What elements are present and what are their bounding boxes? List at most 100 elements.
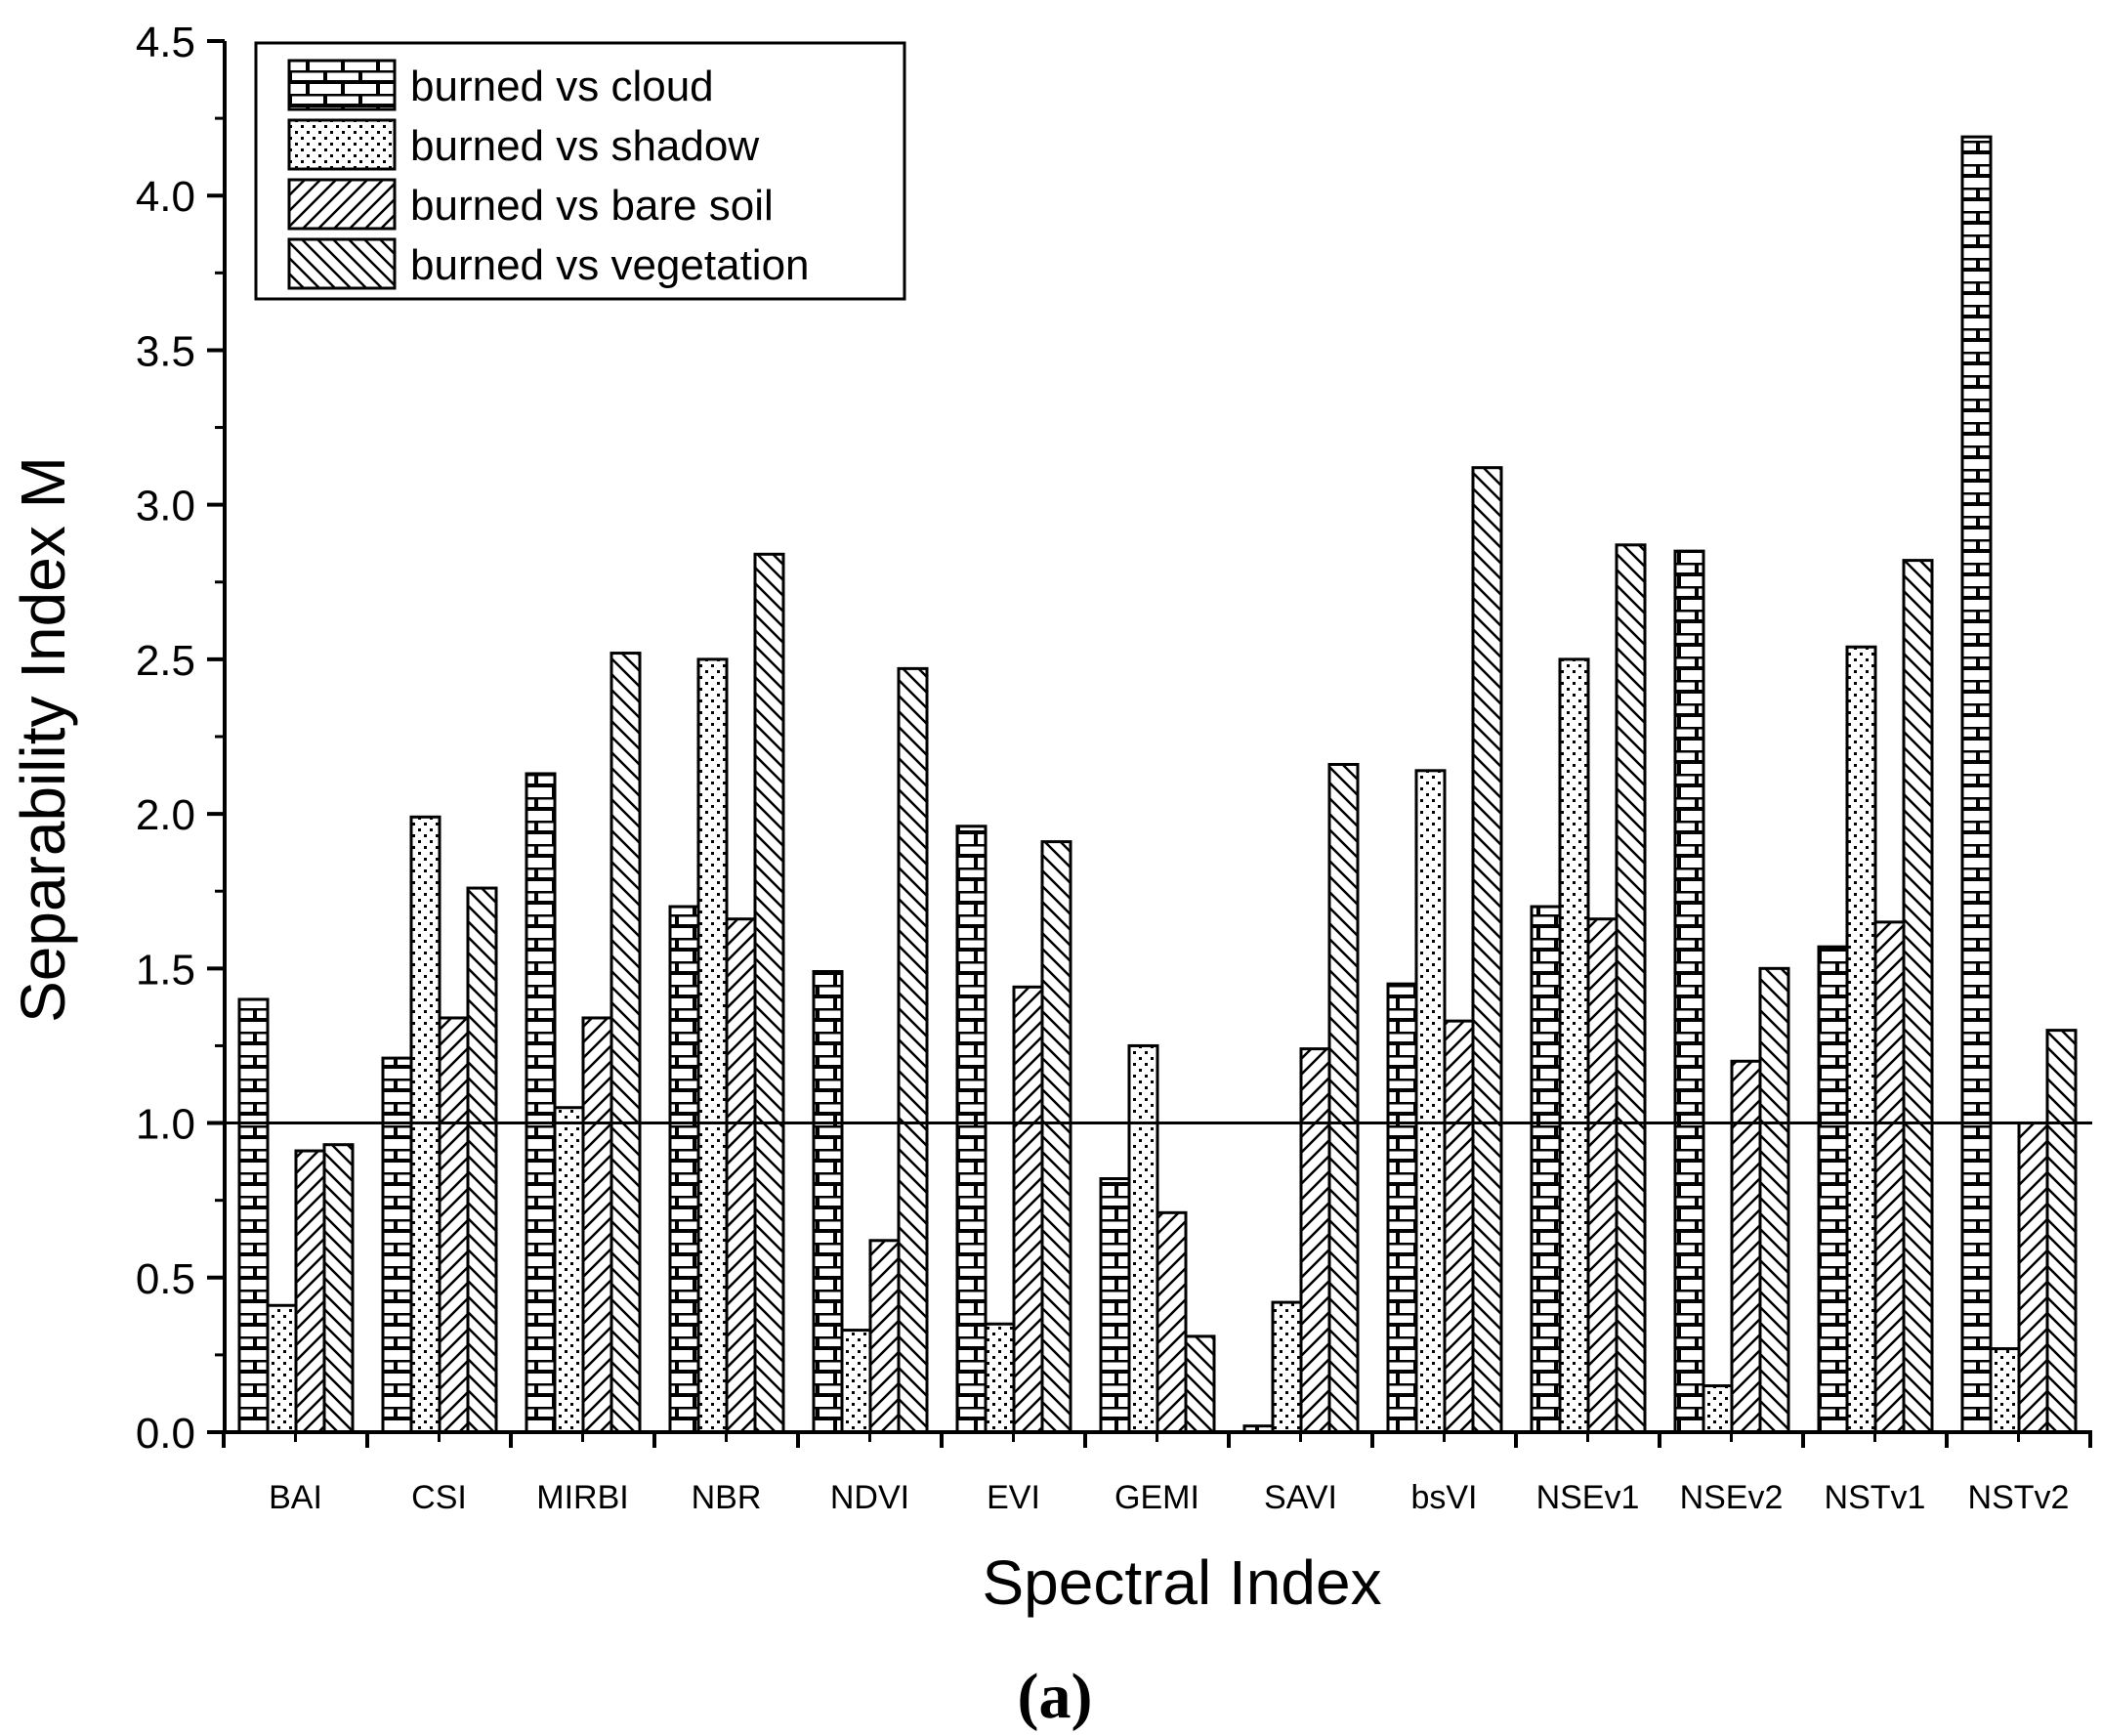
x-tick-label: MIRBI [536,1479,628,1516]
bar-nsev1-burned-vs-bare-soil [1586,917,1619,1434]
bar-group-nstv2 [1960,135,2078,1434]
x-tick-label: NSEv1 [1536,1479,1640,1516]
y-tick-label: 2.0 [136,791,195,839]
bar-gemi-burned-vs-bare-soil [1156,1210,1188,1434]
y-tick-label: 1.5 [136,946,195,994]
bar-bai-burned-vs-shadow [266,1303,298,1434]
x-tick-label: GEMI [1114,1479,1199,1516]
bar-ndvi-burned-vs-cloud [812,969,844,1434]
bar-csi-burned-vs-bare-soil [438,1016,470,1434]
legend-label: burned vs shadow [410,122,759,170]
x-tick-label: NSEv2 [1680,1479,1784,1516]
y-tick-label: 4.0 [136,173,195,221]
bar-group-nbr [668,552,785,1434]
bar-evi-burned-vs-bare-soil [1012,985,1044,1434]
bar-mirbi-burned-vs-shadow [553,1106,585,1434]
x-tick-label: NSTv1 [1825,1479,1926,1516]
bar-nstv2-burned-vs-cloud [1960,135,1993,1434]
bar-nsev1-burned-vs-cloud [1530,905,1562,1434]
bar-nstv1-burned-vs-bare-soil [1873,920,1906,1434]
x-axis-title: Spectral Index [982,1547,1381,1618]
y-tick-label: 2.5 [136,637,195,685]
bar-group-nsev1 [1530,543,1647,1434]
bar-csi-burned-vs-vegetation [466,886,498,1434]
bar-bai-burned-vs-cloud [237,997,270,1434]
legend-item: burned vs shadow [287,118,759,171]
x-tick-label: NDVI [830,1479,909,1516]
x-tick-label: NBR [692,1479,762,1516]
figure-caption: (a) [1018,1661,1093,1732]
legend-swatch [287,237,397,290]
bar-mirbi-burned-vs-cloud [525,772,557,1434]
bar-mirbi-burned-vs-vegetation [610,652,642,1434]
bar-ndvi-burned-vs-shadow [840,1329,872,1434]
bar-evi-burned-vs-cloud [955,825,988,1434]
bar-gemi-burned-vs-vegetation [1184,1334,1216,1434]
bar-nsev2-burned-vs-vegetation [1758,966,1790,1434]
bar-bsvi-burned-vs-shadow [1414,769,1447,1434]
bar-evi-burned-vs-vegetation [1040,840,1072,1434]
bar-nstv2-burned-vs-bare-soil [2017,1122,2049,1434]
bar-group-bsvi [1386,466,1503,1434]
legend-item: burned vs bare soil [287,178,774,231]
legend-item: burned vs cloud [287,59,714,111]
bar-group-savi [1242,762,1360,1434]
legend-swatch [287,178,397,231]
bar-nbr-burned-vs-shadow [696,657,729,1434]
bar-group-csi [381,815,498,1434]
bar-evi-burned-vs-shadow [984,1322,1016,1434]
bar-nsev2-burned-vs-bare-soil [1730,1059,1762,1434]
bar-mirbi-burned-vs-bare-soil [581,1016,613,1434]
bar-group-gemi [1099,1043,1216,1434]
legend-label: burned vs vegetation [410,241,810,289]
x-tick-label: CSI [411,1479,467,1516]
x-tick-label: BAI [269,1479,322,1516]
bar-group-mirbi [525,652,642,1434]
bar-savi-burned-vs-shadow [1271,1300,1303,1434]
y-tick-label: 3.0 [136,483,195,530]
bar-group-ndvi [812,666,929,1434]
bar-nstv2-burned-vs-vegetation [2045,1029,2078,1434]
bar-nsev2-burned-vs-cloud [1673,549,1705,1434]
bar-bsvi-burned-vs-vegetation [1471,466,1503,1434]
bar-nbr-burned-vs-vegetation [753,552,785,1434]
bar-gemi-burned-vs-shadow [1127,1043,1159,1434]
bar-nsev1-burned-vs-shadow [1558,657,1590,1434]
bar-nbr-burned-vs-cloud [668,905,700,1434]
y-tick-label: 0.0 [136,1410,195,1458]
bar-bai-burned-vs-vegetation [322,1143,355,1434]
legend: burned vs cloud burned vs shadow burned vs… [254,41,906,301]
bar-nstv2-burned-vs-shadow [1989,1347,2021,1434]
bar-bsvi-burned-vs-bare-soil [1443,1019,1475,1434]
bar-ndvi-burned-vs-vegetation [897,666,929,1434]
bar-group-nstv1 [1817,559,1934,1434]
x-tick-label: NSTv2 [1968,1479,2070,1516]
bars-layer [237,135,2078,1434]
bar-savi-burned-vs-vegetation [1327,762,1360,1434]
y-tick-label: 1.0 [136,1101,195,1149]
bar-nstv1-burned-vs-vegetation [1902,559,1934,1434]
bar-csi-burned-vs-cloud [381,1056,413,1434]
bar-group-bai [237,997,355,1434]
x-tick-label: bsVI [1410,1479,1477,1516]
y-tick-label: 3.5 [136,327,195,375]
bar-nsev2-burned-vs-shadow [1702,1384,1734,1434]
legend-label: burned vs cloud [410,63,714,110]
bar-nbr-burned-vs-bare-soil [725,917,757,1434]
bar-ndvi-burned-vs-bare-soil [868,1239,901,1434]
bar-csi-burned-vs-shadow [409,815,441,1434]
y-axis-title: Separability Index M [8,456,78,1023]
bar-nstv1-burned-vs-cloud [1817,945,1849,1434]
bar-group-evi [955,825,1072,1434]
legend-label: burned vs bare soil [410,182,774,230]
x-tick-label: SAVI [1264,1479,1337,1516]
bar-bsvi-burned-vs-cloud [1386,982,1418,1434]
legend-swatch [287,59,397,111]
bar-nsev1-burned-vs-vegetation [1615,543,1647,1434]
bar-bai-burned-vs-bare-soil [294,1149,326,1434]
bar-nstv1-burned-vs-shadow [1845,645,1877,1434]
axes-layer: 0.0 0.5 1.0 1.5 2.0 2.5 3.0 3.5 4.0 4.5 BAI CSI MIRB… [136,19,2092,1516]
x-tick-label: EVI [987,1479,1040,1516]
bar-group-nsev2 [1673,549,1790,1434]
